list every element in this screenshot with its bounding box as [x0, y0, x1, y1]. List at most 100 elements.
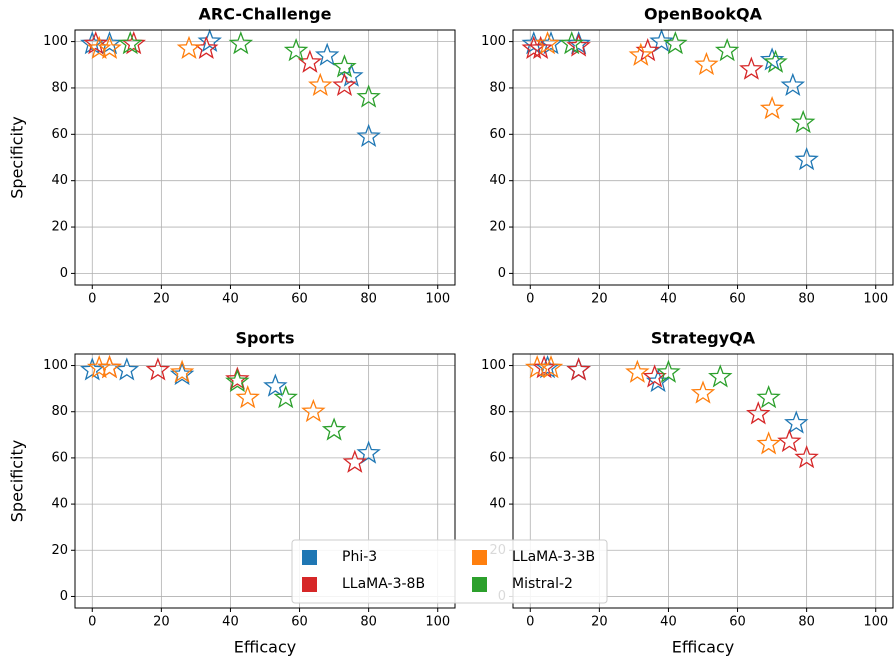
- x-tick-label: 80: [798, 615, 815, 630]
- star-marker: [273, 385, 298, 409]
- star-marker: [538, 354, 564, 379]
- star-marker: [756, 431, 781, 455]
- star-marker: [708, 364, 733, 388]
- star-marker: [176, 35, 202, 59]
- star-marker: [535, 31, 560, 55]
- legend-label: Mistral-2: [512, 576, 573, 592]
- y-tick-label: 60: [489, 127, 506, 142]
- x-tick-label: 40: [222, 292, 239, 307]
- x-tick-label: 60: [729, 615, 746, 630]
- star-marker: [83, 31, 108, 55]
- legend-box: [291, 539, 608, 604]
- y-tick-label: 100: [43, 358, 68, 373]
- legend-label: LLaMA-3-3B: [512, 549, 595, 565]
- star-marker: [314, 42, 340, 66]
- y-tick-label: 100: [481, 34, 506, 49]
- star-marker: [356, 440, 381, 464]
- x-tick-label: 40: [660, 615, 677, 630]
- y-tick-label: 100: [481, 358, 506, 373]
- star-marker: [642, 364, 667, 388]
- star-marker: [80, 357, 105, 381]
- y-tick-label: 60: [489, 450, 506, 465]
- star-marker: [169, 359, 195, 383]
- subplot: Sports 0 20 40 60 80 100 0 20 40 60 80 100 Efficacy Sp…: [8, 329, 456, 657]
- subplot-title: Sports: [235, 329, 294, 348]
- x-tick-label: 40: [222, 615, 239, 630]
- y-tick-label: 40: [489, 173, 506, 188]
- star-marker: [263, 373, 288, 397]
- star-marker: [566, 31, 591, 55]
- x-tick-label: 80: [360, 292, 377, 307]
- legend-swatch: [472, 577, 487, 592]
- x-tick-label: 20: [153, 615, 170, 630]
- star-marker: [97, 354, 122, 379]
- star-marker: [118, 31, 143, 55]
- subplot-title: StrategyQA: [651, 329, 756, 348]
- axes-frame: [74, 29, 456, 286]
- star-marker: [649, 28, 674, 52]
- star-marker: [228, 31, 254, 55]
- star-marker: [663, 31, 688, 55]
- star-marker: [225, 368, 250, 393]
- y-tick-label: 0: [498, 266, 506, 281]
- y-tick-label: 0: [60, 589, 68, 604]
- star-marker: [794, 146, 819, 171]
- star-marker: [332, 72, 357, 97]
- y-tick-label: 20: [489, 220, 506, 235]
- axes-frame: [74, 353, 456, 609]
- star-marker: [356, 123, 381, 148]
- star-marker: [746, 401, 771, 425]
- star-marker: [566, 357, 591, 381]
- star-marker: [225, 366, 250, 390]
- star-marker: [342, 449, 368, 473]
- y-tick-label: 40: [489, 497, 506, 512]
- star-marker: [283, 38, 309, 62]
- x-tick-label: 0: [526, 292, 534, 307]
- y-axis-label: Specificity: [8, 116, 27, 198]
- star-marker: [145, 357, 171, 381]
- star-marker: [625, 359, 650, 383]
- star-marker: [531, 354, 557, 379]
- legend-swatch: [302, 550, 317, 565]
- y-tick-label: 80: [489, 404, 506, 419]
- star-marker: [235, 385, 260, 409]
- legend-label: LLaMA-3-8B: [342, 576, 425, 592]
- y-tick-label: 80: [51, 404, 68, 419]
- x-axis-label: Efficacy: [672, 638, 734, 657]
- star-marker: [714, 38, 740, 62]
- x-tick-label: 20: [591, 615, 608, 630]
- star-marker: [356, 84, 381, 108]
- subplot: ARC-Challenge 0 20 40 60 80 100 0 20 40 60 80 100 Spe…: [8, 5, 456, 307]
- star-marker: [297, 49, 323, 73]
- x-tick-label: 80: [360, 615, 377, 630]
- y-tick-label: 100: [43, 34, 68, 49]
- subplot-title: ARC-Challenge: [199, 5, 332, 24]
- star-marker: [790, 109, 816, 134]
- y-tick-label: 0: [60, 266, 68, 281]
- star-marker: [538, 31, 564, 55]
- star-marker: [321, 417, 347, 441]
- y-tick-label: 40: [51, 497, 68, 512]
- star-marker: [763, 49, 788, 73]
- star-marker: [780, 72, 806, 97]
- star-marker: [194, 35, 219, 59]
- x-tick-label: 100: [863, 292, 888, 307]
- x-tick-label: 20: [591, 292, 608, 307]
- y-tick-label: 40: [51, 173, 68, 188]
- star-marker: [114, 357, 140, 381]
- x-tick-label: 20: [153, 292, 170, 307]
- axes-frame: [512, 353, 894, 609]
- y-tick-label: 60: [51, 450, 68, 465]
- star-marker: [784, 410, 809, 434]
- star-marker: [756, 385, 781, 409]
- star-marker: [121, 31, 146, 55]
- legend-swatch: [472, 550, 487, 565]
- y-tick-label: 80: [51, 80, 68, 95]
- star-marker: [332, 54, 357, 78]
- x-tick-label: 0: [88, 615, 96, 630]
- subplot-title: OpenBookQA: [644, 5, 763, 24]
- x-tick-label: 60: [291, 615, 308, 630]
- star-marker: [308, 72, 333, 97]
- legend: Phi-3 LLaMA-3-8B LLaMA-3-3B Mistral-2: [291, 539, 608, 604]
